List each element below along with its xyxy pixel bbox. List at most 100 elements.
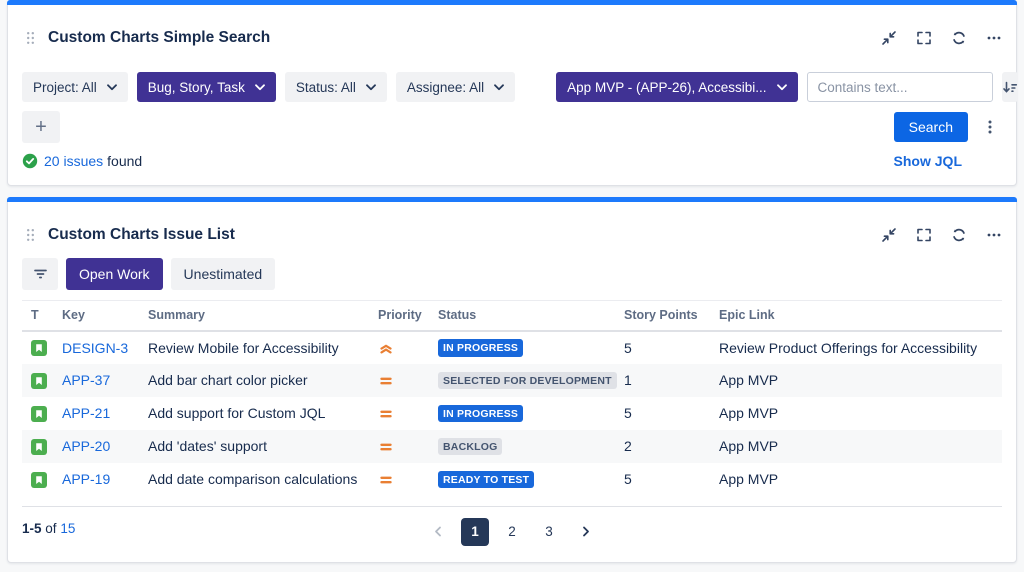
previous-page-icon[interactable] xyxy=(424,518,452,546)
fullscreen-icon[interactable] xyxy=(916,227,932,243)
table-header-row: T Key Summary Priority Status Story Poin… xyxy=(22,300,1002,332)
table-footer: 1-5 of 15 1 2 3 xyxy=(22,505,1002,552)
issue-list-controls: Open Work Unestimated xyxy=(22,258,1002,290)
filter-chip-epic[interactable]: App MVP - (APP-26), Accessibi... xyxy=(556,72,798,102)
panel-issue-list: Custom Charts Issue List xyxy=(7,197,1017,563)
issue-key-link[interactable]: APP-21 xyxy=(62,405,111,421)
priority-medium-icon xyxy=(378,406,394,422)
chevron-down-icon xyxy=(494,83,505,90)
search-actions-row: + Search xyxy=(22,111,1002,143)
status-badge: SELECTED FOR DEVELOPMENT xyxy=(438,371,617,390)
refresh-icon[interactable] xyxy=(951,227,967,243)
more-options-icon[interactable] xyxy=(986,227,1002,243)
result-range: 1-5 xyxy=(22,520,42,536)
status-badge: IN PROGRESS xyxy=(438,404,524,423)
pagination: 1 2 3 xyxy=(424,517,600,546)
range-of-label: of xyxy=(45,520,57,536)
chevron-down-icon xyxy=(254,83,265,90)
page-button-2[interactable]: 2 xyxy=(498,518,526,546)
tab-open-work[interactable]: Open Work xyxy=(66,258,163,290)
filter-chip-assignee[interactable]: Assignee: All xyxy=(395,72,516,102)
epic-link: App MVP xyxy=(719,471,779,487)
epic-link: App MVP xyxy=(719,372,779,388)
chevron-down-icon xyxy=(776,83,787,90)
refresh-icon[interactable] xyxy=(951,30,967,46)
panel-actions xyxy=(881,227,1002,243)
table-row: APP-19 Add date comparison calculations … xyxy=(22,463,1002,496)
chevron-down-icon xyxy=(106,83,117,90)
issue-key-link[interactable]: APP-37 xyxy=(62,372,111,388)
table-row: APP-37 Add bar chart color picker SELECT… xyxy=(22,363,1002,397)
collapse-icon[interactable] xyxy=(881,227,897,243)
issue-summary: Add support for Custom JQL xyxy=(148,405,326,421)
result-total-link[interactable]: 15 xyxy=(60,520,76,536)
search-status-row: 20 issues found Show JQL xyxy=(22,153,1002,169)
gadget-accent-bar xyxy=(7,0,1017,5)
story-points: 5 xyxy=(624,471,632,487)
issue-table: T Key Summary Priority Status Story Poin… xyxy=(22,300,1002,496)
issue-summary: Add bar chart color picker xyxy=(148,372,308,388)
column-header-key: Key xyxy=(62,300,148,332)
issues-found-suffix: found xyxy=(107,153,143,169)
table-row: APP-20 Add 'dates' support BACKLOG 2 App… xyxy=(22,429,1002,463)
page-button-3[interactable]: 3 xyxy=(535,518,563,546)
panel-title: Custom Charts Simple Search xyxy=(48,29,271,46)
column-header-priority: Priority xyxy=(378,300,438,332)
table-row: DESIGN-3 Review Mobile for Accessibility… xyxy=(22,331,1002,364)
panel-actions xyxy=(881,30,1002,46)
issues-found-link[interactable]: 20 issues xyxy=(44,153,104,169)
epic-link: App MVP xyxy=(719,405,779,421)
gadget-accent-bar xyxy=(7,197,1017,202)
story-points: 1 xyxy=(624,372,632,388)
show-jql-link[interactable]: Show JQL xyxy=(893,153,962,169)
issue-summary: Add 'dates' support xyxy=(148,438,267,454)
epic-link: Review Product Offerings for Accessibili… xyxy=(719,339,978,356)
issue-key-link[interactable]: APP-20 xyxy=(62,438,111,454)
search-more-icon[interactable] xyxy=(978,112,1002,142)
issue-summary: Add date comparison calculations xyxy=(148,471,358,487)
story-type-icon xyxy=(31,340,47,357)
tab-unestimated[interactable]: Unestimated xyxy=(170,258,276,290)
next-page-icon[interactable] xyxy=(572,518,600,546)
drag-handle-icon[interactable] xyxy=(22,30,38,46)
status-badge: IN PROGRESS xyxy=(438,339,524,357)
issue-key-link[interactable]: APP-19 xyxy=(62,471,111,487)
filter-lines-icon xyxy=(33,269,47,279)
column-header-story-points: Story Points xyxy=(624,300,719,332)
column-header-status: Status xyxy=(438,300,624,332)
story-points: 5 xyxy=(624,405,632,421)
filter-chip-project[interactable]: Project: All xyxy=(22,72,128,102)
contains-text-input[interactable] xyxy=(806,72,993,102)
filter-bar: Project: All Bug, Story, Task Status: Al… xyxy=(22,72,1018,102)
filter-chip-label: Project: All xyxy=(33,79,97,95)
epic-link: App MVP xyxy=(719,438,779,454)
filter-chip-label: Status: All xyxy=(295,79,356,95)
priority-medium-icon xyxy=(378,472,394,488)
priority-medium-icon xyxy=(378,373,394,389)
filter-chip-label: Assignee: All xyxy=(406,79,485,95)
story-type-icon xyxy=(31,405,47,422)
search-button[interactable]: Search xyxy=(893,112,968,142)
issue-key-link[interactable]: DESIGN-3 xyxy=(62,339,129,356)
story-type-icon xyxy=(31,438,47,455)
chevron-down-icon xyxy=(365,83,376,90)
sort-order-button[interactable] xyxy=(1001,72,1018,102)
status-badge: BACKLOG xyxy=(438,437,503,456)
fullscreen-icon[interactable] xyxy=(916,30,932,46)
filter-chip-status[interactable]: Status: All xyxy=(284,72,387,102)
check-circle-icon xyxy=(22,153,38,169)
filter-chip-label: App MVP - (APP-26), Accessibi... xyxy=(567,79,767,95)
story-points: 5 xyxy=(624,339,632,356)
add-filter-button[interactable]: + xyxy=(22,111,60,143)
panel-simple-search: Custom Charts Simple Search xyxy=(7,0,1018,186)
filter-chip-issue-type[interactable]: Bug, Story, Task xyxy=(136,72,276,102)
sort-icon xyxy=(1002,81,1017,93)
page-button-1[interactable]: 1 xyxy=(461,517,489,546)
more-options-icon[interactable] xyxy=(986,30,1002,46)
issue-summary: Review Mobile for Accessibility xyxy=(148,339,339,356)
filter-button[interactable] xyxy=(22,258,58,290)
collapse-icon[interactable] xyxy=(881,30,897,46)
drag-handle-icon[interactable] xyxy=(22,227,38,243)
priority-medium-icon xyxy=(378,439,394,455)
